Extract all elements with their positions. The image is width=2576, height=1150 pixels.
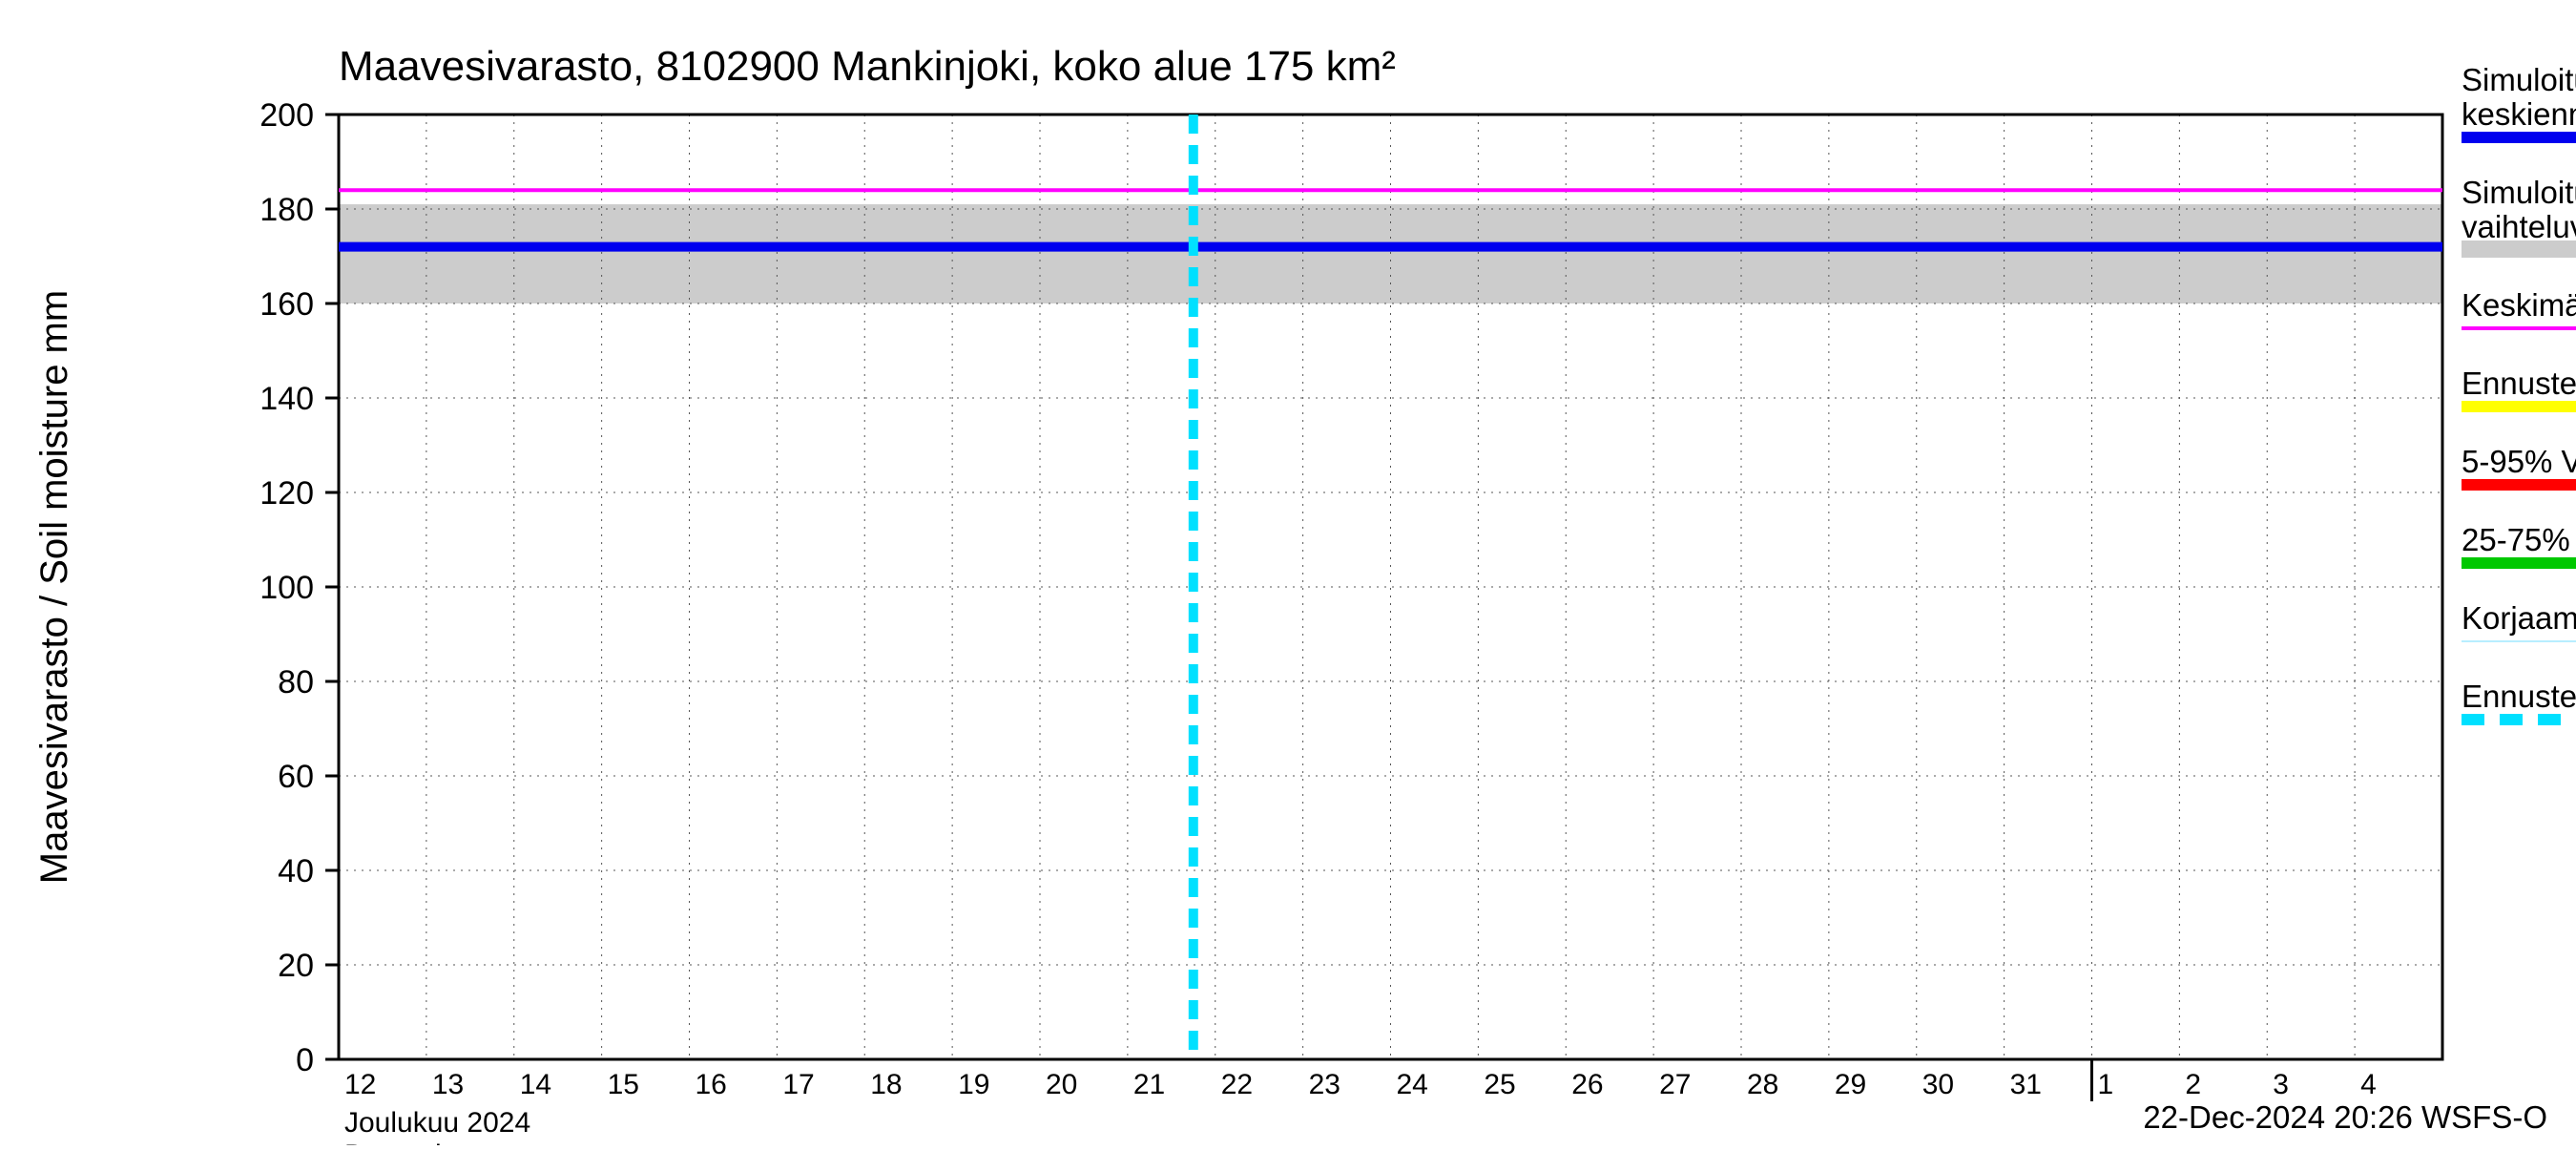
x-tick-label: 20 (1046, 1069, 1077, 1100)
x-month-label-2: December (344, 1140, 476, 1145)
x-tick-label: 15 (608, 1069, 639, 1100)
x-tick-label: 23 (1309, 1069, 1340, 1100)
chart-container: 0204060801001201401601802001213141516171… (0, 0, 2576, 1145)
x-tick-label: 19 (958, 1069, 989, 1100)
y-tick-label: 160 (260, 286, 314, 323)
x-tick-label: 12 (344, 1069, 376, 1100)
legend-swatch (2462, 240, 2576, 258)
legend-label: 5-95% Vaihteluväli (2462, 444, 2576, 479)
x-tick-label: 17 (782, 1069, 814, 1100)
y-tick-label: 140 (260, 381, 314, 417)
legend-label: Ennusteen vaihteluväli (2462, 366, 2576, 401)
x-tick-label: 26 (1571, 1069, 1603, 1100)
legend-label: Ennusteen alku (2462, 679, 2576, 714)
chart-title: Maavesivarasto, 8102900 Mankinjoki, koko… (339, 43, 1396, 90)
x-tick-label: 30 (1922, 1069, 1954, 1100)
footer-timestamp: 22-Dec-2024 20:26 WSFS-O (2143, 1099, 2547, 1135)
y-tick-label: 20 (278, 948, 314, 984)
x-tick-label: 13 (432, 1069, 464, 1100)
legend-label: Simuloitu historia ja (2462, 62, 2576, 97)
legend-label: keskiennuste (2462, 96, 2576, 132)
legend-label: vaihteluväli 1962-2023 (2462, 209, 2576, 244)
y-tick-label: 40 (278, 853, 314, 889)
x-tick-label: 21 (1133, 1069, 1165, 1100)
y-tick-label: 0 (296, 1042, 314, 1078)
legend-label: Keskimääräinen arvo (2462, 287, 2576, 323)
x-tick-label: 31 (2010, 1069, 2042, 1100)
x-tick-label: 14 (520, 1069, 551, 1100)
x-tick-label: 2 (2185, 1069, 2201, 1100)
y-tick-label: 100 (260, 570, 314, 606)
x-tick-label: 18 (870, 1069, 902, 1100)
y-tick-label: 200 (260, 97, 314, 134)
x-month-label-1: Joulukuu 2024 (344, 1107, 530, 1139)
x-tick-label: 27 (1659, 1069, 1691, 1100)
x-tick-label: 29 (1835, 1069, 1866, 1100)
legend-label: 25-75% Vaihteluväli (2462, 522, 2576, 557)
x-tick-label: 1 (2098, 1069, 2114, 1100)
y-tick-label: 60 (278, 759, 314, 795)
soil-moisture-chart: 0204060801001201401601802001213141516171… (0, 0, 2576, 1145)
y-tick-label: 180 (260, 192, 314, 228)
x-tick-label: 25 (1484, 1069, 1515, 1100)
historical-range-band (339, 204, 2442, 303)
x-tick-label: 4 (2360, 1069, 2377, 1100)
x-tick-label: 3 (2273, 1069, 2289, 1100)
y-tick-label: 120 (260, 475, 314, 512)
x-tick-label: 22 (1221, 1069, 1253, 1100)
y-axis-label: Maavesivarasto / Soil moisture mm (33, 290, 75, 884)
x-tick-label: 28 (1747, 1069, 1778, 1100)
legend-label: Korjaamaton (2462, 600, 2576, 636)
x-tick-label: 16 (696, 1069, 727, 1100)
y-tick-label: 80 (278, 664, 314, 700)
x-tick-label: 24 (1397, 1069, 1428, 1100)
legend-label: Simuloitujen arvojen (2462, 175, 2576, 210)
